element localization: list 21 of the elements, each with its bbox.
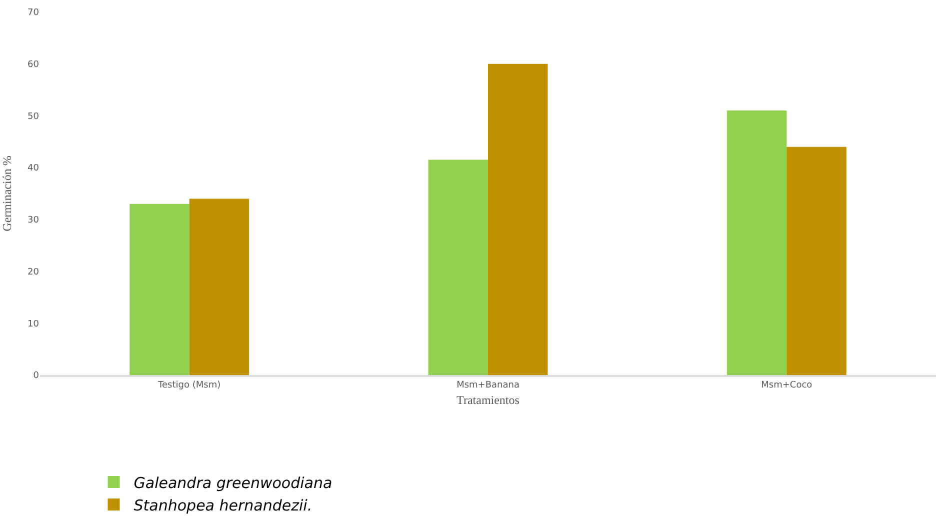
y-tick-label: 10: [28, 319, 40, 330]
bar: [726, 110, 787, 375]
y-tick-label: 0: [33, 371, 40, 382]
x-axis-title: Tratamientos: [456, 392, 520, 407]
x-tick-label: Testigo (Msm): [157, 380, 221, 391]
bar: [189, 198, 250, 375]
legend-label: Galeandra greenwoodiana: [134, 474, 332, 492]
legend-label: Stanhopea hernandezii.: [134, 496, 312, 514]
y-axis-title: Germinación %: [0, 156, 14, 232]
bar: [428, 160, 488, 375]
y-tick-label: 30: [28, 216, 40, 226]
bar: [130, 204, 190, 375]
y-tick-label: 70: [28, 8, 40, 18]
y-tick-label: 60: [28, 60, 40, 70]
x-tick-label: Msm+Banana: [456, 380, 520, 391]
y-tick-label: 40: [28, 164, 40, 174]
bar: [488, 64, 548, 375]
x-tick-label: Msm+Coco: [761, 380, 813, 391]
bar: [786, 146, 846, 375]
y-tick-label: 20: [28, 267, 40, 278]
y-tick-label: 50: [28, 112, 40, 122]
